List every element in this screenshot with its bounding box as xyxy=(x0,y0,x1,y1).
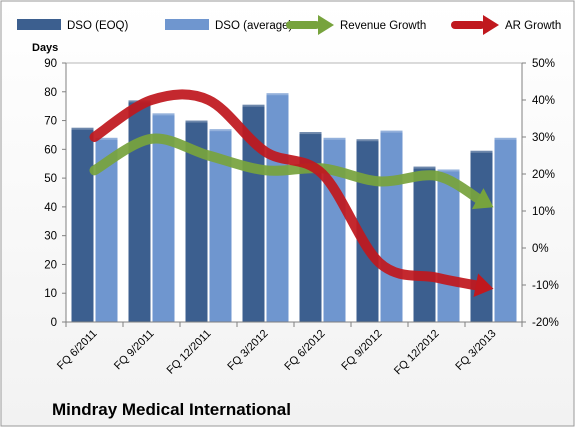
legend-swatch xyxy=(165,19,209,30)
y-right-tick-label: 20% xyxy=(532,169,555,181)
legend-label: DSO (average) xyxy=(215,20,293,32)
legend-label: Revenue Growth xyxy=(340,20,426,32)
bar xyxy=(152,113,175,322)
legend-swatch xyxy=(17,19,61,30)
y-right-tick-label: 50% xyxy=(532,58,555,70)
bar-highlight xyxy=(323,137,346,140)
bar-highlight xyxy=(71,127,94,130)
y-left-tick-label: 80 xyxy=(44,87,57,99)
legend-label: DSO (EOQ) xyxy=(67,20,129,32)
y-right-tick-label: 0% xyxy=(532,243,549,255)
legend-swatch-arrowhead xyxy=(483,15,499,35)
y-right-tick-label: 10% xyxy=(532,206,555,218)
series-line xyxy=(89,89,484,291)
legend-swatch-arrowhead xyxy=(318,15,334,35)
legend-item: AR Growth xyxy=(451,15,561,35)
bar-highlight xyxy=(470,150,493,153)
bar xyxy=(185,120,208,322)
legend-item: Revenue Growth xyxy=(286,15,426,35)
bar xyxy=(95,137,118,322)
bar-highlight xyxy=(494,137,517,140)
series-arrowhead xyxy=(473,273,494,297)
y-left-tick-label: 10 xyxy=(44,288,57,300)
bar-highlight xyxy=(209,129,232,132)
chart-title: Mindray Medical International xyxy=(52,400,291,419)
bar xyxy=(128,100,151,323)
legend-item: DSO (EOQ) xyxy=(17,19,129,32)
y-right-tick-label: -10% xyxy=(532,280,559,292)
bar-highlight xyxy=(185,120,208,123)
bar-highlight xyxy=(380,130,403,133)
y-left-tick-label: 90 xyxy=(44,58,57,70)
legend: DSO (EOQ) DSO (average) Revenue Growth AR G… xyxy=(17,15,561,35)
bar xyxy=(299,132,322,322)
y-left-tick-label: 30 xyxy=(44,231,57,243)
bar-highlight xyxy=(152,113,175,116)
y-right-tick-label: 30% xyxy=(532,132,555,144)
bar-highlight xyxy=(356,139,379,142)
y-left-tick-label: 20 xyxy=(44,259,57,271)
legend-label: AR Growth xyxy=(505,20,561,32)
y-left-tick-label: 50 xyxy=(44,173,57,185)
bar xyxy=(209,129,232,322)
y-axis-left-label: Days xyxy=(32,42,58,54)
bar-highlight xyxy=(266,93,289,96)
growth-lines xyxy=(89,89,494,297)
bar xyxy=(266,93,289,322)
y-left-tick-label: 70 xyxy=(44,116,57,128)
series-revenue-growth xyxy=(89,133,494,210)
bar xyxy=(437,169,460,322)
y-left-tick-label: 40 xyxy=(44,202,57,214)
bar-highlight xyxy=(95,137,118,140)
legend-item: DSO (average) xyxy=(165,19,293,32)
bar-highlight xyxy=(437,169,460,172)
series-ar-growth xyxy=(89,89,494,297)
series-line xyxy=(89,133,486,206)
bar xyxy=(494,137,517,322)
y-left-tick-label: 60 xyxy=(44,144,57,156)
y-right-tick-label: 40% xyxy=(532,95,555,107)
bar xyxy=(413,166,436,322)
bar xyxy=(380,130,403,322)
bar-highlight xyxy=(242,104,265,107)
bar xyxy=(242,104,265,322)
y-left-tick-label: 0 xyxy=(51,317,57,329)
bar xyxy=(71,127,94,322)
bar-highlight xyxy=(299,132,322,135)
y-right-tick-label: -20% xyxy=(532,317,559,329)
bar-highlight xyxy=(413,166,436,169)
series-arrowhead xyxy=(471,188,494,210)
